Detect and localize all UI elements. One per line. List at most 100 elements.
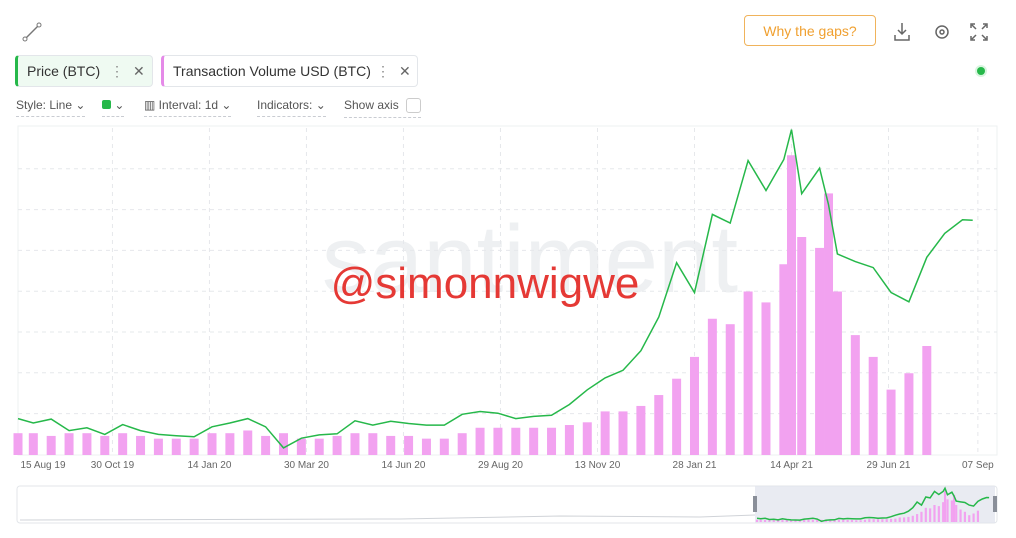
volume-bar — [855, 520, 858, 522]
volume-bar — [922, 346, 932, 455]
volume-bar — [907, 516, 910, 522]
metric-chip[interactable]: Price (BTC) ⋮ ✕ — [15, 55, 153, 87]
volume-bar — [529, 427, 539, 455]
indicators-select[interactable]: Indicators: ⌄ — [257, 98, 326, 117]
volume-bar — [824, 520, 827, 522]
volume-bar — [672, 378, 682, 455]
volume-bar — [600, 411, 610, 455]
show-axis-toggle[interactable]: Show axis — [344, 98, 422, 119]
plot-frame — [17, 125, 998, 456]
interval-select[interactable]: ▥ Interval: 1d ⌄ — [144, 98, 232, 117]
volume-bar — [779, 264, 789, 455]
x-tick-label: 14 Jan 20 — [187, 460, 231, 471]
volume-bar — [13, 433, 23, 455]
volume-bar — [824, 193, 834, 455]
volume-bar — [564, 425, 574, 455]
volume-bar — [976, 510, 980, 522]
volume-bar — [868, 356, 878, 455]
volume-bar — [707, 318, 717, 455]
x-tick-label: 29 Aug 20 — [478, 460, 523, 471]
volume-bar — [850, 335, 860, 455]
volume-bar — [743, 291, 753, 455]
volume-bar — [296, 438, 306, 455]
volume-bar — [794, 520, 797, 522]
volume-bar — [225, 433, 235, 455]
volume-bar — [959, 509, 962, 522]
volume-bar — [872, 519, 875, 522]
x-tick-label: 13 Nov 20 — [575, 460, 621, 471]
style-label: Style: Line — [16, 98, 73, 112]
indicators-label: Indicators: — [257, 98, 313, 112]
volume-bar — [816, 520, 819, 522]
volume-bar — [968, 515, 971, 522]
volume-bar — [898, 517, 901, 522]
volume-bar — [278, 433, 288, 455]
volume-bar — [618, 411, 628, 455]
volume-bar — [759, 519, 762, 522]
volume-bar — [859, 520, 862, 522]
draw-tool-icon[interactable] — [22, 22, 42, 42]
volume-bar — [790, 520, 793, 522]
navigator-history — [19, 514, 756, 521]
toolbar-icons — [894, 23, 988, 41]
volume-bar — [136, 435, 146, 455]
volume-bar — [475, 427, 485, 455]
volume-bar — [868, 519, 871, 522]
volume-bar — [314, 438, 324, 455]
volume-bar — [207, 433, 217, 455]
volume-bar — [100, 435, 110, 455]
volume-bar — [889, 518, 893, 522]
fullscreen-icon[interactable] — [970, 23, 988, 41]
volume-bar — [886, 389, 896, 455]
why-gaps-label: Why the gaps? — [763, 23, 857, 39]
metric-name: Price (BTC) — [27, 63, 101, 79]
metric-name: Transaction Volume USD (BTC) — [173, 63, 371, 79]
volume-bar — [46, 435, 56, 455]
volume-bar — [952, 494, 956, 522]
live-indicator — [975, 65, 987, 77]
x-tick-label: 15 Aug 19 — [20, 460, 65, 471]
volume-bar — [386, 435, 396, 455]
volume-bar — [933, 505, 936, 522]
volume-bar — [797, 237, 807, 455]
volume-bar — [772, 519, 775, 522]
x-tick-label: 14 Jun 20 — [382, 460, 426, 471]
x-tick-label: 30 Oct 19 — [91, 460, 135, 471]
x-tick-label: 30 Mar 20 — [284, 460, 329, 471]
volume-bar — [902, 517, 906, 522]
download-icon[interactable] — [894, 23, 910, 41]
volume-bar — [28, 433, 38, 455]
settings-icon[interactable] — [935, 25, 949, 39]
volume-bar — [761, 302, 771, 455]
volume-bar — [833, 520, 836, 522]
color-select[interactable]: ⌄ — [102, 98, 125, 117]
volume-bar — [404, 435, 414, 455]
volume-bar — [972, 513, 975, 522]
volume-bar — [811, 519, 814, 522]
volume-bar — [846, 520, 849, 522]
volume-bar — [755, 519, 759, 522]
volume-bar — [547, 427, 557, 455]
volume-bar — [894, 518, 897, 522]
why-gaps-button[interactable]: Why the gaps? — [744, 15, 876, 46]
volume-bar — [350, 433, 360, 455]
volume-bar — [777, 520, 780, 522]
volume-bar — [832, 291, 842, 455]
volume-bar — [885, 519, 888, 522]
volume-bar — [798, 520, 801, 522]
show-axis-label: Show axis — [344, 98, 399, 112]
volume-bar — [881, 519, 884, 522]
volume-bar — [924, 507, 927, 522]
user-watermark: @simonnwigwe — [331, 259, 640, 308]
volume-bar — [82, 433, 92, 455]
metric-chip[interactable]: Transaction Volume USD (BTC) ⋮ ✕ — [161, 55, 418, 87]
volume-bar — [768, 519, 771, 522]
style-select[interactable]: Style: Line ⌄ — [16, 98, 86, 117]
interval-label: Interval: 1d — [158, 98, 219, 112]
volume-bar — [904, 373, 914, 455]
volume-bar — [920, 511, 923, 522]
volume-bar — [946, 499, 949, 522]
volume-bar — [803, 519, 806, 522]
volume-bar — [863, 519, 867, 522]
volume-bar — [171, 438, 181, 455]
